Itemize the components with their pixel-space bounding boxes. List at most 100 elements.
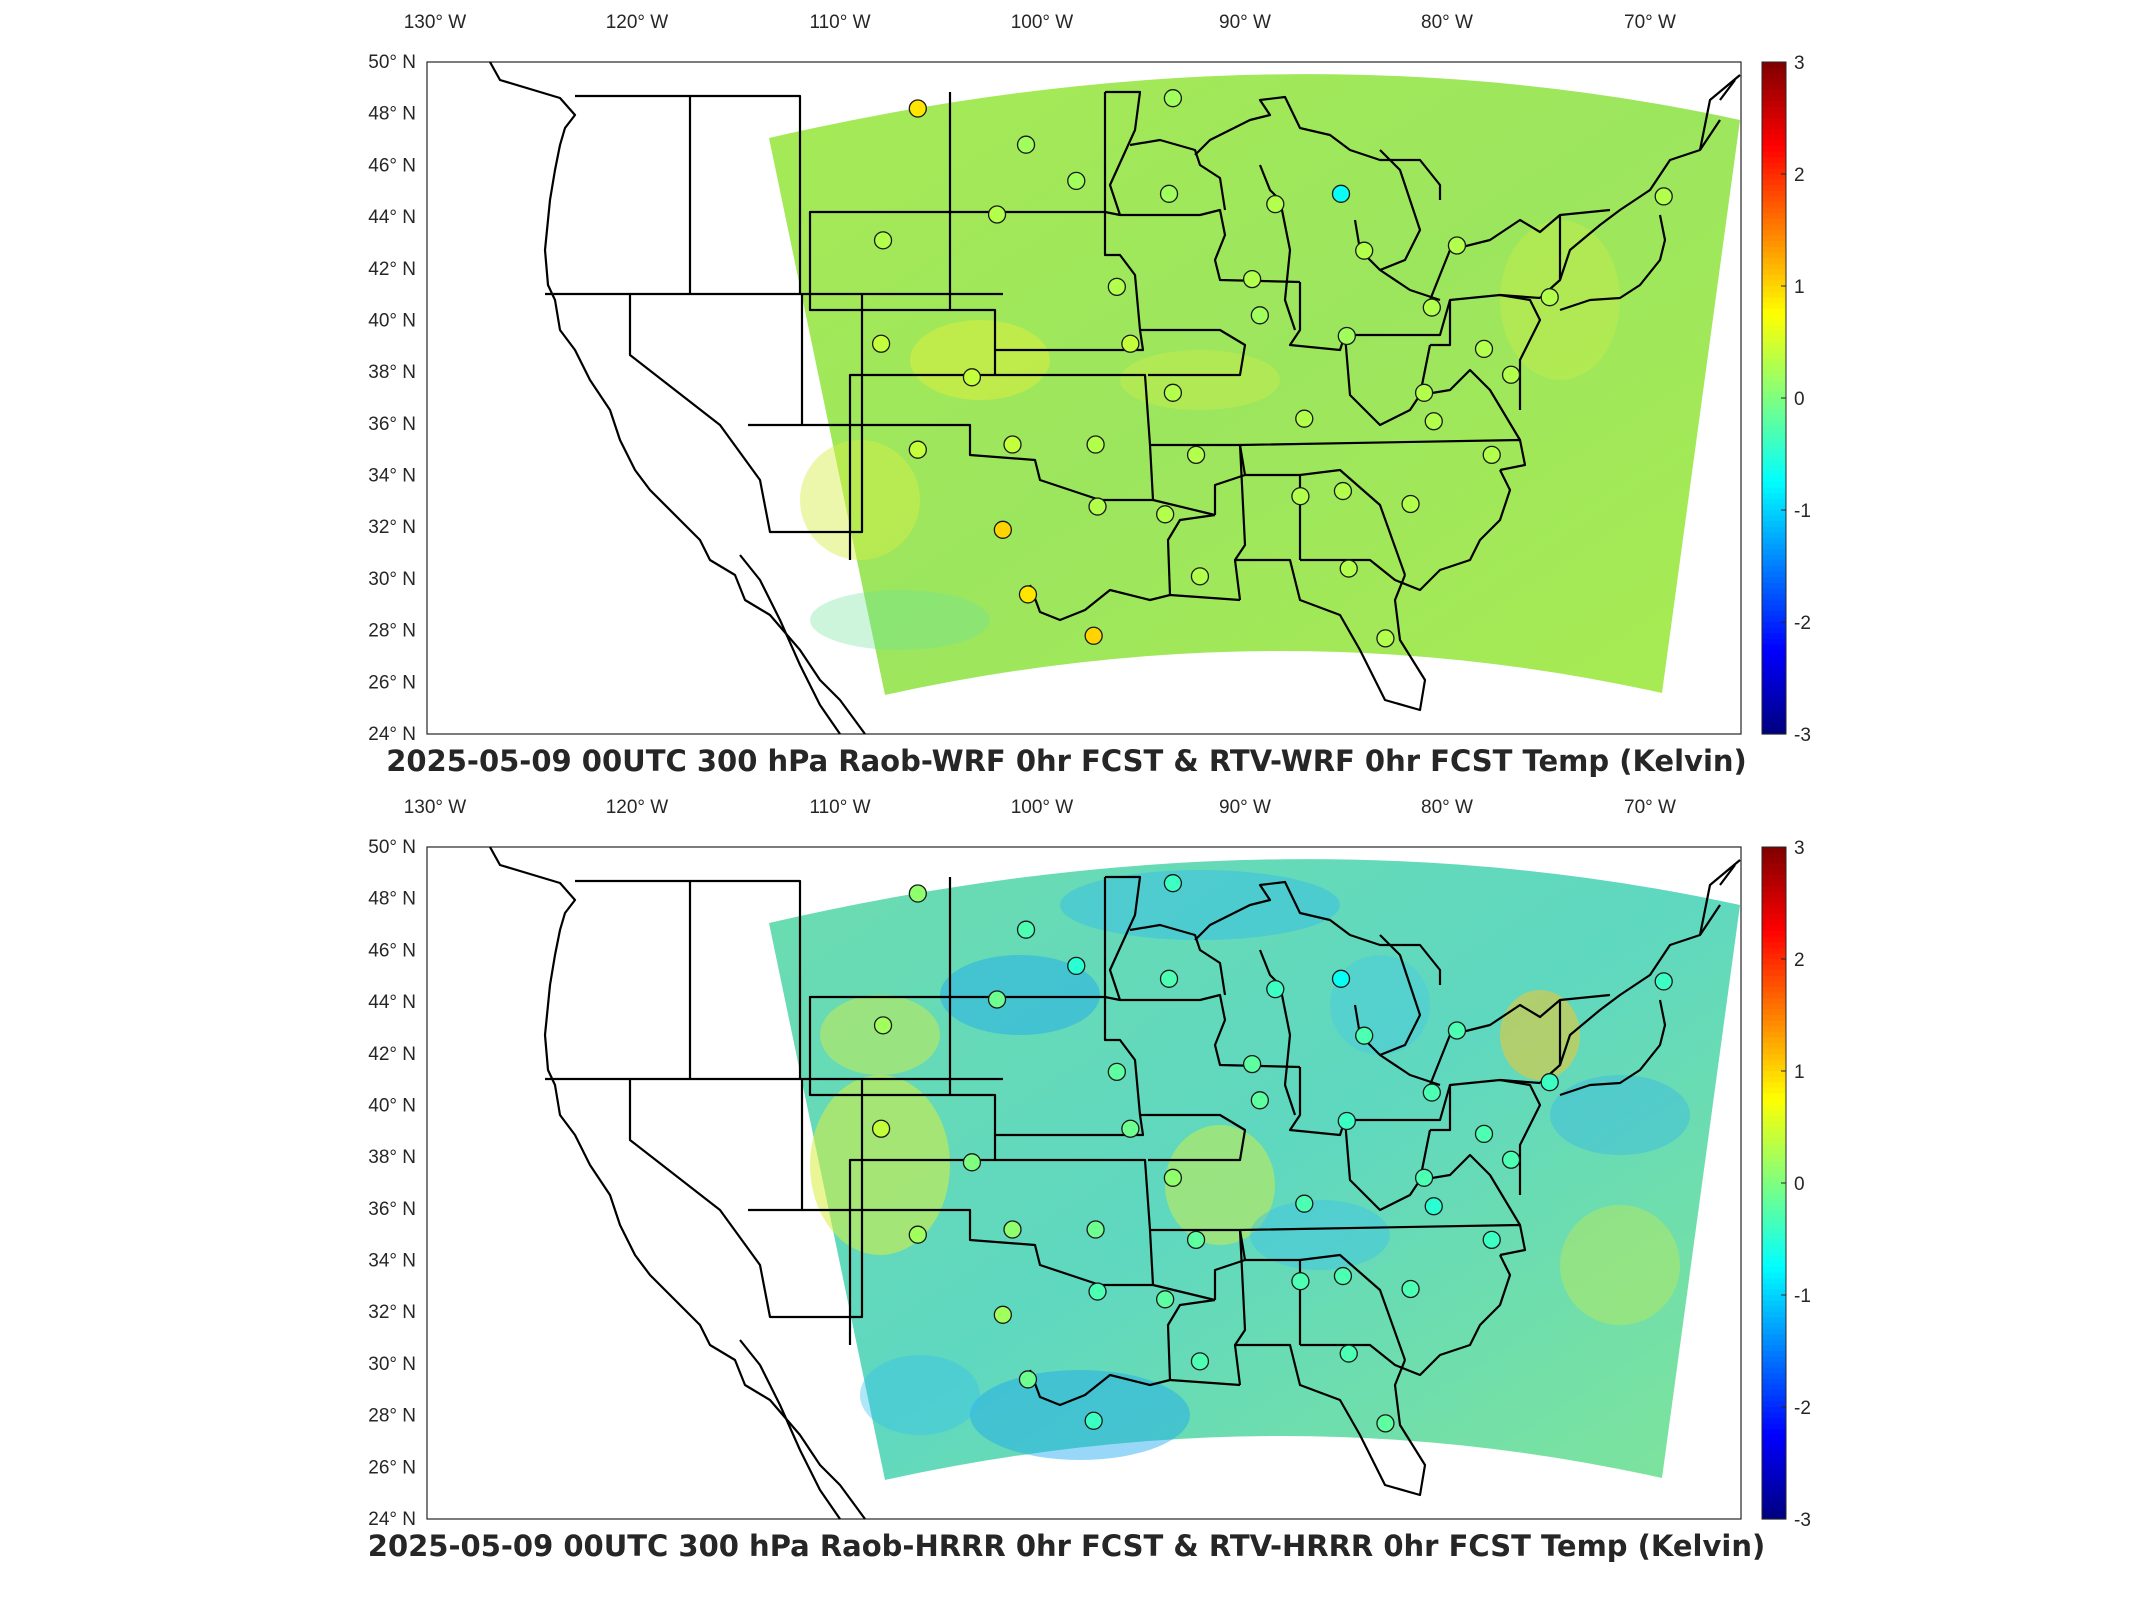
colorbar-step	[1762, 482, 1786, 489]
raob-station-marker	[1067, 171, 1086, 191]
raob-station-marker	[1156, 1290, 1175, 1309]
colorbar-step	[1762, 146, 1786, 153]
raob-station-marker	[1163, 874, 1183, 893]
lat-tick-label: 28° N	[368, 1406, 416, 1427]
colorbar-step	[1762, 1485, 1786, 1492]
raob-station-marker	[1474, 339, 1494, 359]
colorbar-step	[1762, 1065, 1786, 1072]
colorbar-step	[1762, 241, 1786, 248]
colorbar-step	[1762, 689, 1786, 696]
colorbar-step	[1762, 1250, 1786, 1257]
colorbar-step	[1762, 1205, 1786, 1212]
colorbar-step	[1762, 302, 1786, 309]
colorbar-step	[1762, 947, 1786, 954]
raob-station-marker	[1422, 298, 1441, 317]
lon-tick-label: 100° W	[1011, 12, 1074, 33]
raob-station-marker	[1414, 383, 1434, 402]
colorbar-step	[1762, 67, 1786, 74]
colorbar-step	[1762, 370, 1786, 377]
colorbar-step	[1762, 174, 1786, 181]
raob-station-marker	[1339, 559, 1358, 578]
colorbar-step	[1762, 196, 1786, 203]
colorbar-step	[1762, 1059, 1786, 1066]
raob-station-marker	[1331, 969, 1351, 988]
raob-station-marker	[1424, 1197, 1443, 1216]
raob-station-marker	[1401, 494, 1420, 514]
colorbar-step	[1762, 1076, 1786, 1083]
colorbar-step	[1762, 1339, 1786, 1346]
raob-station-marker	[1163, 89, 1183, 108]
colorbar-step	[1762, 101, 1786, 108]
colorbar-step	[1762, 560, 1786, 567]
colorbar-step	[1762, 190, 1786, 197]
colorbar-step	[1762, 185, 1786, 192]
colorbar-step	[1762, 1194, 1786, 1201]
colorbar-step	[1762, 1211, 1786, 1218]
colorbar-step	[1762, 880, 1786, 887]
station-markers	[871, 874, 1673, 1433]
colorbar-step	[1762, 638, 1786, 645]
colorbar-step	[1762, 476, 1786, 483]
colorbar-step	[1762, 95, 1786, 102]
colorbar-step	[1762, 398, 1786, 405]
raob-station-marker	[1482, 445, 1501, 465]
raob-station-marker	[1242, 269, 1262, 289]
colorbar-tick-label: 2	[1794, 950, 1805, 971]
raob-station-marker	[1401, 1279, 1420, 1299]
raob-station-marker	[1088, 1282, 1107, 1301]
colorbar-step	[1762, 1043, 1786, 1050]
colorbar-step	[1762, 694, 1786, 701]
raob-station-marker	[1414, 1168, 1434, 1187]
colorbar: 3 2 1 0 -1 -2 -3	[1761, 838, 1811, 1531]
coastline-and-borders	[489, 61, 1741, 735]
colorbar-tick-label: 0	[1794, 389, 1805, 410]
colorbar-tick-label: 1	[1794, 1062, 1805, 1083]
colorbar-step	[1762, 375, 1786, 382]
raob-station-marker	[1003, 435, 1022, 454]
colorbar-step	[1762, 1491, 1786, 1498]
colorbar-step	[1762, 1048, 1786, 1055]
raob-station-marker	[987, 990, 1007, 1009]
colorbar-step	[1762, 134, 1786, 141]
colorbar-step	[1762, 1407, 1786, 1414]
colorbar-step	[1762, 487, 1786, 494]
lat-tick-label: 44° N	[368, 207, 416, 228]
lon-tick-labels: 130° W 120° W 110° W 100° W 90° W 80° W 70° W	[404, 797, 1676, 818]
colorbar-step	[1762, 431, 1786, 438]
raob-station-marker	[1250, 306, 1269, 325]
raob-station-marker	[1424, 412, 1443, 431]
colorbar-step	[1762, 1015, 1786, 1022]
raob-station-marker	[1107, 277, 1126, 297]
lon-tick-label: 90° W	[1219, 797, 1271, 818]
colorbar-step	[1762, 1479, 1786, 1486]
colorbar-step	[1762, 1317, 1786, 1324]
colorbar-step	[1762, 700, 1786, 707]
raob-station-marker	[1107, 1062, 1126, 1082]
colorbar-step	[1762, 1183, 1786, 1190]
colorbar-step	[1762, 1110, 1786, 1117]
lon-tick-label: 80° W	[1421, 12, 1473, 33]
raob-station-marker	[1355, 241, 1374, 260]
colorbar-step	[1762, 263, 1786, 270]
colorbar-step	[1762, 151, 1786, 158]
colorbar-step	[1762, 1115, 1786, 1122]
lon-tick-label: 130° W	[404, 12, 467, 33]
raob-station-marker	[1086, 435, 1105, 454]
colorbar-step	[1762, 666, 1786, 673]
colorbar-step	[1762, 325, 1786, 332]
raob-station-marker	[1333, 481, 1353, 501]
map-title: 2025-05-09 00UTC 300 hPa Raob-WRF 0hr FC…	[386, 744, 1747, 778]
colorbar-step	[1762, 213, 1786, 220]
colorbar-step	[1762, 521, 1786, 528]
colorbar-step	[1762, 454, 1786, 461]
colorbar-tick-label: -2	[1794, 613, 1811, 634]
colorbar-step	[1762, 1104, 1786, 1111]
colorbar-step	[1762, 157, 1786, 164]
colorbar-step	[1762, 308, 1786, 315]
colorbar-step	[1762, 202, 1786, 209]
colorbar-step	[1762, 931, 1786, 938]
lat-tick-label: 40° N	[368, 1095, 416, 1116]
colorbar-step	[1762, 1457, 1786, 1464]
raob-station-marker	[1337, 326, 1356, 346]
colorbar-step	[1762, 448, 1786, 455]
